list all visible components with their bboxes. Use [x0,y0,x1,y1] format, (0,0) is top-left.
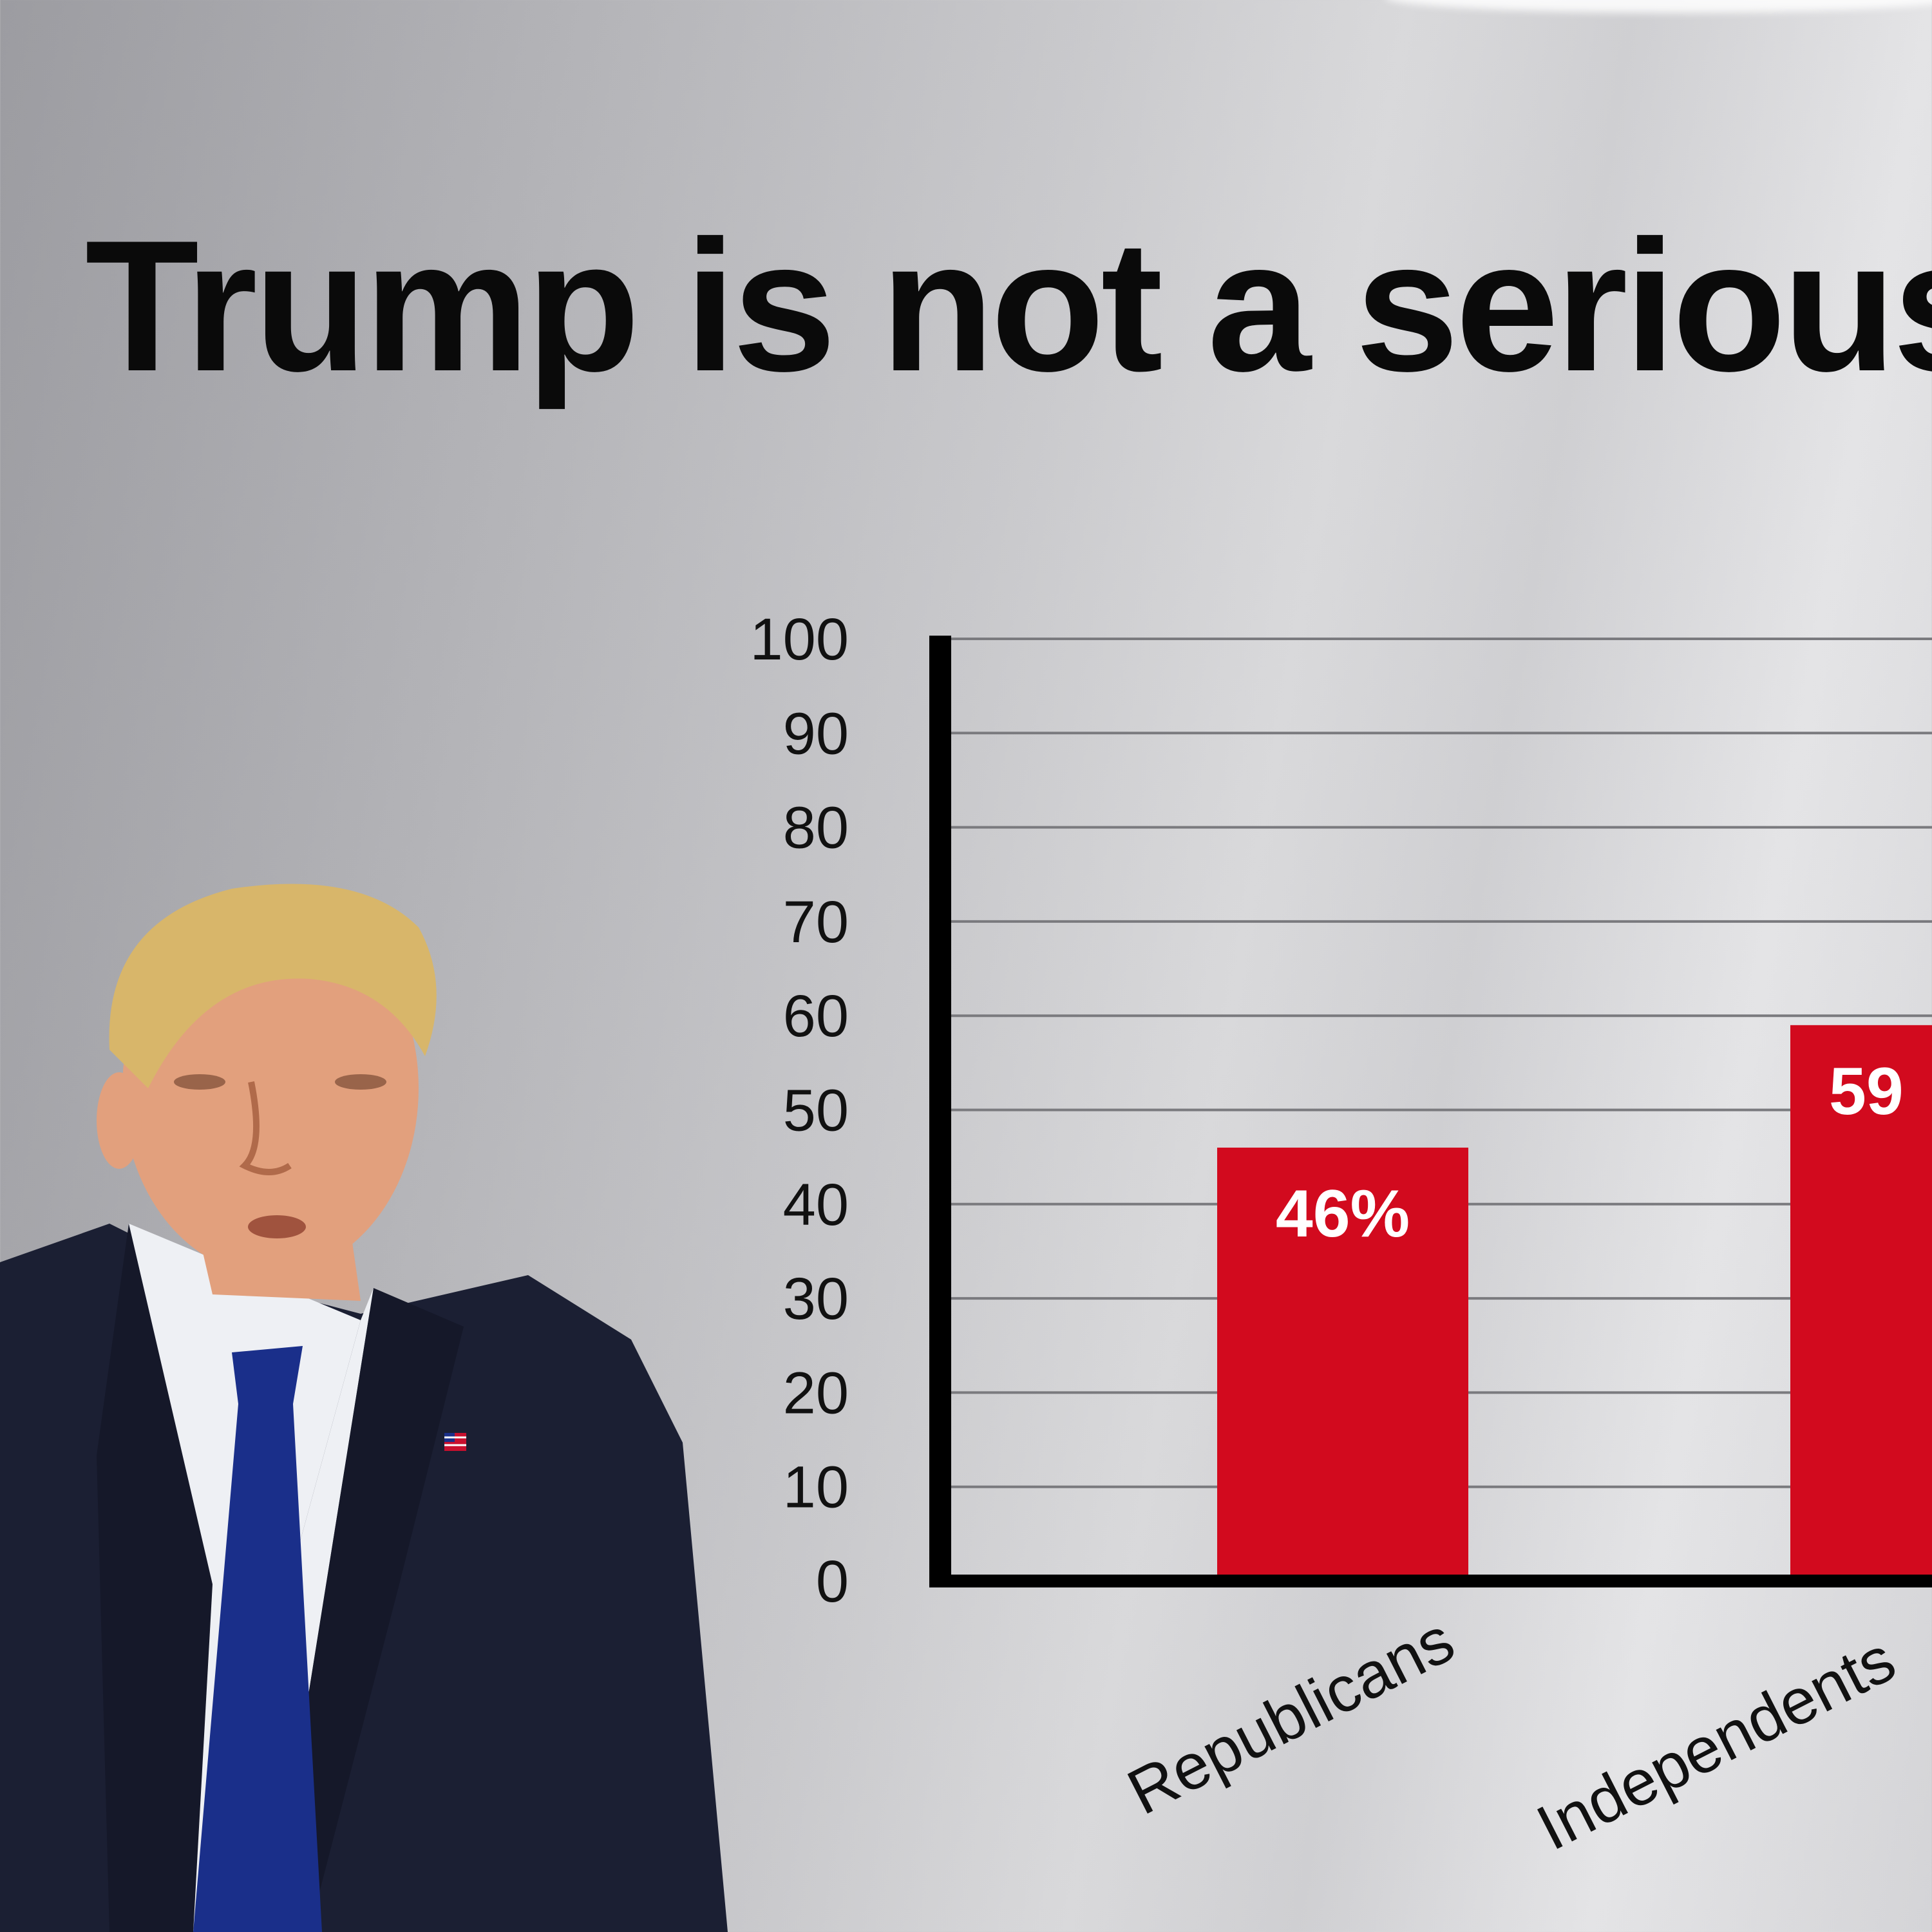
y-tick-label: 80 [783,795,849,861]
y-tick-label: 20 [783,1360,849,1426]
y-tick-label: 60 [783,983,849,1049]
tie [193,1346,322,1932]
y-tick-label: 100 [750,607,849,672]
y-tick-label: 90 [783,701,849,766]
y-tick-label: 50 [783,1078,849,1144]
data-label: 46% [1276,1177,1410,1251]
y-tick-label: 40 [783,1172,849,1238]
y-tick-label: 10 [783,1455,849,1520]
light-glare [1385,0,1932,13]
headline: Trump is not a serious [85,202,1932,410]
y-tick-label: 30 [783,1266,849,1332]
y-tick-label: 0 [816,1549,849,1615]
x-tick-label: Republicans [1117,1604,1465,1829]
bar [1790,1025,1932,1581]
data-label: 59 [1829,1054,1904,1129]
lapel-right [270,1288,464,1932]
flag-pin-icon [444,1433,466,1451]
lapel-left [97,1224,213,1932]
bar [1217,1148,1468,1581]
x-tick-label: Independents [1526,1623,1906,1864]
hair [109,884,437,1088]
ear [97,1072,142,1169]
person-speaking-photo [0,884,728,1932]
y-tick-label: 70 [783,889,849,955]
